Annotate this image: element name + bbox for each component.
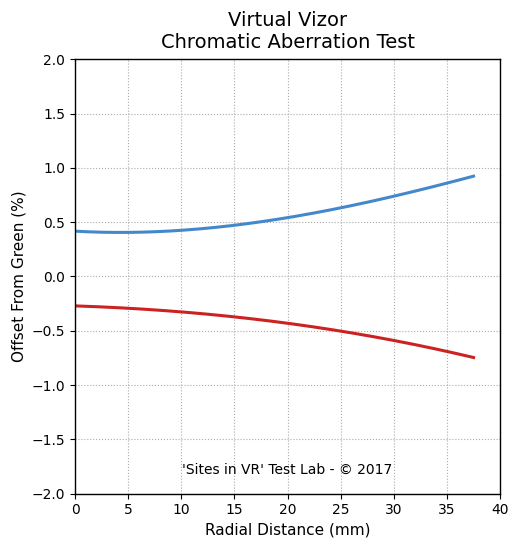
Text: 'Sites in VR' Test Lab - © 2017: 'Sites in VR' Test Lab - © 2017 — [183, 463, 393, 477]
Title: Virtual Vizor
Chromatic Aberration Test: Virtual Vizor Chromatic Aberration Test — [161, 11, 414, 52]
Y-axis label: Offset From Green (%): Offset From Green (%) — [11, 191, 26, 362]
X-axis label: Radial Distance (mm): Radial Distance (mm) — [205, 523, 370, 538]
